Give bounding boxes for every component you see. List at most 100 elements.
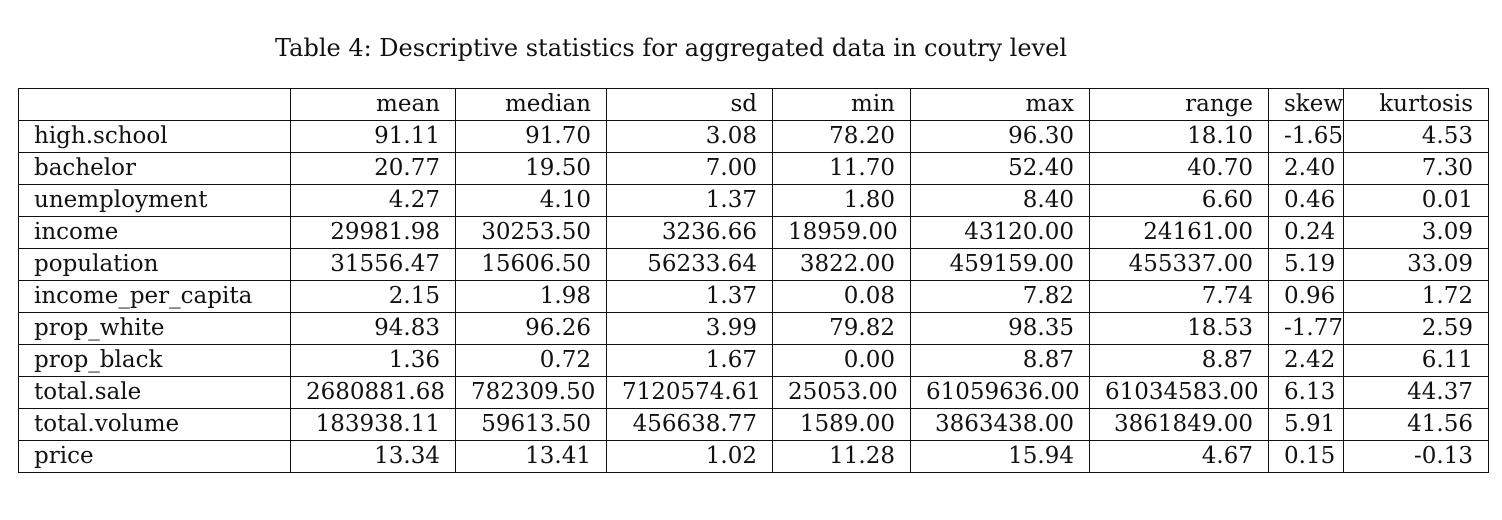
table-row: population 31556.47 15606.50 56233.64 3822.0… xyxy=(18,248,1489,281)
table-cell: 43120.00 xyxy=(910,216,1090,249)
table-cell: 2.59 xyxy=(1343,312,1489,345)
table-cell: 5.91 xyxy=(1268,408,1344,441)
table-row: bachelor 20.77 19.50 7.00 11.70 52.40 40.70 2.4… xyxy=(18,152,1489,185)
table-cell: 19.50 xyxy=(455,152,607,185)
column-header: min xyxy=(772,88,911,121)
table-cell: 59613.50 xyxy=(455,408,607,441)
table-body: high.school 91.11 91.70 3.08 78.20 96.30 18.10… xyxy=(18,120,1489,473)
table-cell: 0.24 xyxy=(1268,216,1344,249)
table-row: unemployment 4.27 4.10 1.37 1.80 8.40 6.60 0.46… xyxy=(18,184,1489,217)
table-cell: 79.82 xyxy=(772,312,911,345)
table-row: price 13.34 13.41 1.02 11.28 15.94 4.67 0.15 -0.… xyxy=(18,440,1489,473)
table-cell: 7.30 xyxy=(1343,152,1489,185)
table-cell: 7.00 xyxy=(606,152,773,185)
table-cell: 91.70 xyxy=(455,120,607,153)
table-cell: 0.96 xyxy=(1268,280,1344,313)
row-label: income_per_capita xyxy=(18,280,291,313)
table-cell: 96.26 xyxy=(455,312,607,345)
row-label: population xyxy=(18,248,291,281)
table-cell: 3822.00 xyxy=(772,248,911,281)
table-cell: 1.72 xyxy=(1343,280,1489,313)
table-cell: 33.09 xyxy=(1343,248,1489,281)
row-label: bachelor xyxy=(18,152,291,185)
table-cell: 6.13 xyxy=(1268,376,1344,409)
table-cell: 41.56 xyxy=(1343,408,1489,441)
table-cell: 11.28 xyxy=(772,440,911,473)
table-cell: 7.74 xyxy=(1089,280,1269,313)
column-header: max xyxy=(910,88,1090,121)
row-label: price xyxy=(18,440,291,473)
table-cell: 3863438.00 xyxy=(910,408,1090,441)
table-cell: 455337.00 xyxy=(1089,248,1269,281)
table-cell: 61034583.00 xyxy=(1089,376,1269,409)
header-row: mean median sd min max range skew kurtos… xyxy=(18,88,1489,121)
column-header: skew xyxy=(1268,88,1344,121)
table-cell: 4.10 xyxy=(455,184,607,217)
table-cell: 4.53 xyxy=(1343,120,1489,153)
table-cell: 44.37 xyxy=(1343,376,1489,409)
column-header: sd xyxy=(606,88,773,121)
table-cell: 2.40 xyxy=(1268,152,1344,185)
table-cell: 2.15 xyxy=(290,280,456,313)
row-label: total.volume xyxy=(18,408,291,441)
table-row: prop_black 1.36 0.72 1.67 0.00 8.87 8.87 2.42 6.… xyxy=(18,344,1489,377)
table-cell: 13.34 xyxy=(290,440,456,473)
table-cell: 15.94 xyxy=(910,440,1090,473)
table-cell: 25053.00 xyxy=(772,376,911,409)
table-cell: 8.87 xyxy=(910,344,1090,377)
row-label: total.sale xyxy=(18,376,291,409)
table-cell: 96.30 xyxy=(910,120,1090,153)
table-cell: 3.99 xyxy=(606,312,773,345)
table-cell: 0.46 xyxy=(1268,184,1344,217)
table-cell: 24161.00 xyxy=(1089,216,1269,249)
column-header: mean xyxy=(290,88,456,121)
table-cell: 4.67 xyxy=(1089,440,1269,473)
table-cell: 0.72 xyxy=(455,344,607,377)
table-cell: 40.70 xyxy=(1089,152,1269,185)
table-cell: 13.41 xyxy=(455,440,607,473)
table-cell: 2.42 xyxy=(1268,344,1344,377)
table-cell: 2680881.68 xyxy=(290,376,456,409)
table-cell: 1.02 xyxy=(606,440,773,473)
table-cell: 61059636.00 xyxy=(910,376,1090,409)
row-label: income xyxy=(18,216,291,249)
table-cell: 5.19 xyxy=(1268,248,1344,281)
table-cell: 29981.98 xyxy=(290,216,456,249)
table-row: total.volume 183938.11 59613.50 456638.77 15… xyxy=(18,408,1489,441)
table-cell: 31556.47 xyxy=(290,248,456,281)
table-cell: 1.67 xyxy=(606,344,773,377)
table-caption: Table 4: Descriptive statistics for aggr… xyxy=(275,34,1067,62)
table-cell: -0.13 xyxy=(1343,440,1489,473)
table-cell: 0.01 xyxy=(1343,184,1489,217)
column-header: median xyxy=(455,88,607,121)
table-cell: 1.37 xyxy=(606,184,773,217)
table-row: total.sale 2680881.68 782309.50 7120574.61 2… xyxy=(18,376,1489,409)
table-cell: 7120574.61 xyxy=(606,376,773,409)
table-cell: 6.11 xyxy=(1343,344,1489,377)
row-label: unemployment xyxy=(18,184,291,217)
table-cell: 183938.11 xyxy=(290,408,456,441)
table-cell: 0.00 xyxy=(772,344,911,377)
table-cell: 3861849.00 xyxy=(1089,408,1269,441)
column-header: kurtosis xyxy=(1343,88,1489,121)
table-cell: 56233.64 xyxy=(606,248,773,281)
table-cell: 1.98 xyxy=(455,280,607,313)
descriptive-statistics-table: mean median sd min max range skew kurtos… xyxy=(18,88,1489,473)
table-cell: 15606.50 xyxy=(455,248,607,281)
table-cell: 7.82 xyxy=(910,280,1090,313)
table-cell: 0.08 xyxy=(772,280,911,313)
column-header: range xyxy=(1089,88,1269,121)
table-cell: 1.80 xyxy=(772,184,911,217)
table-cell: 1589.00 xyxy=(772,408,911,441)
table-cell: 98.35 xyxy=(910,312,1090,345)
table-cell: 18.10 xyxy=(1089,120,1269,153)
table-cell: 459159.00 xyxy=(910,248,1090,281)
table-cell: 3236.66 xyxy=(606,216,773,249)
table-cell: 1.36 xyxy=(290,344,456,377)
table-cell: 11.70 xyxy=(772,152,911,185)
table-row: prop_white 94.83 96.26 3.99 79.82 98.35 18.53-… xyxy=(18,312,1489,345)
row-label: prop_white xyxy=(18,312,291,345)
table-cell: 4.27 xyxy=(290,184,456,217)
table-cell: 1.37 xyxy=(606,280,773,313)
table-cell: -1.77 xyxy=(1268,312,1344,345)
